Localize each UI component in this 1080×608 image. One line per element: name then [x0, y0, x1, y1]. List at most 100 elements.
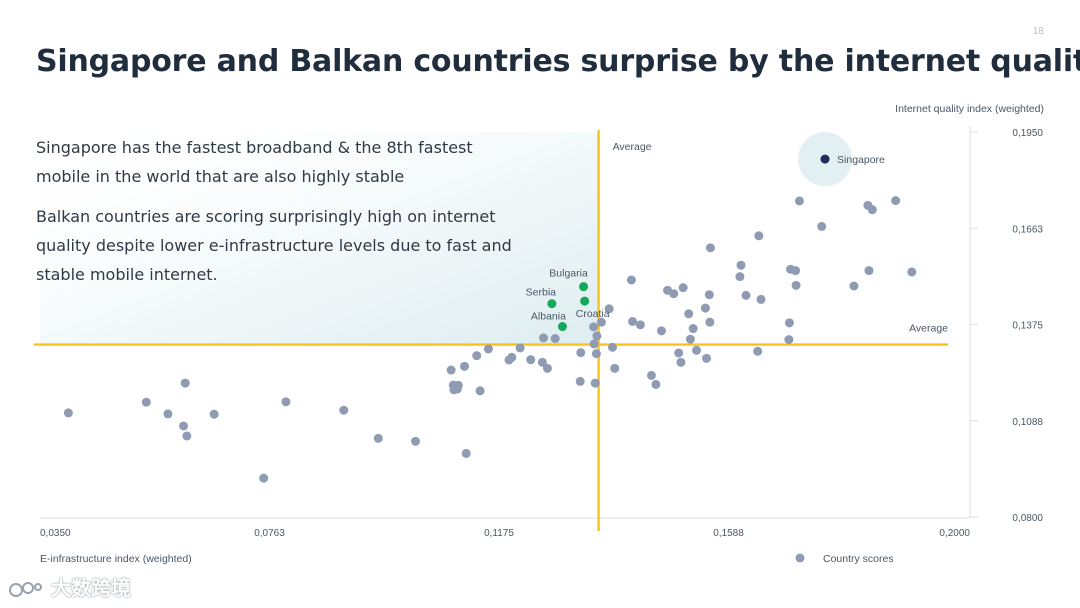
data-point — [685, 334, 695, 344]
y-tick-label: 0,1375 — [1012, 321, 1043, 332]
data-point — [281, 397, 291, 407]
data-point-singapore — [820, 154, 830, 164]
watermark-text: 大数跨境 — [50, 576, 131, 600]
point-label: Albania — [531, 311, 566, 323]
data-point — [651, 379, 661, 389]
data-point — [741, 290, 751, 300]
y-tick-label: 0,0800 — [1012, 513, 1043, 524]
data-point — [259, 473, 269, 483]
average-label-vertical: Average — [613, 141, 652, 153]
data-point — [849, 281, 859, 291]
data-point — [550, 334, 560, 344]
data-point — [669, 289, 679, 299]
data-point — [791, 280, 801, 290]
legend-label: Country scores — [823, 553, 894, 565]
data-point — [589, 322, 599, 332]
legend-marker — [795, 553, 805, 563]
data-points — [63, 132, 917, 483]
watermark-logo-icon — [9, 581, 42, 597]
data-point-balkan — [580, 296, 590, 306]
y-tick-label: 0,1950 — [1012, 128, 1043, 139]
data-point — [736, 260, 746, 270]
data-point-balkan — [547, 299, 557, 309]
data-point — [507, 352, 517, 362]
data-point — [794, 196, 804, 206]
y-axis-title: Internet quality index (weighted) — [895, 103, 1044, 115]
data-point — [684, 309, 694, 319]
data-point — [461, 448, 471, 458]
x-tick-label: 0,1175 — [484, 528, 514, 539]
data-point — [610, 363, 620, 373]
data-point — [692, 345, 702, 355]
data-point — [891, 196, 901, 206]
data-point — [791, 266, 801, 276]
data-point — [656, 326, 666, 336]
data-point — [526, 355, 536, 365]
data-point — [705, 243, 715, 253]
page-number: 18 — [1032, 26, 1044, 37]
data-point — [907, 267, 917, 277]
watermark: 大数跨境 — [8, 572, 131, 601]
data-point — [537, 357, 547, 367]
x-tick-label: 0,1588 — [713, 528, 744, 539]
data-point — [753, 346, 763, 356]
data-point — [411, 436, 421, 446]
data-point — [182, 431, 192, 441]
quadrant-highlight — [40, 132, 599, 345]
data-point — [483, 344, 493, 354]
data-point — [688, 324, 698, 334]
data-point — [867, 205, 877, 215]
data-point — [784, 318, 794, 328]
data-point — [63, 408, 73, 418]
annotation-balkan: Balkan countries are scoring surprisingl… — [36, 207, 512, 284]
data-point — [209, 409, 219, 419]
x-tick-label: 0,0763 — [254, 528, 285, 539]
data-point — [576, 348, 586, 358]
y-tick-label: 0,1088 — [1012, 417, 1043, 428]
data-point — [542, 363, 552, 373]
data-point — [596, 317, 606, 327]
x-axis-title: E-infrastructure index (weighted) — [40, 553, 192, 565]
y-tick-label: 0,1663 — [1012, 224, 1043, 235]
data-point — [702, 353, 712, 363]
data-point — [754, 231, 764, 241]
data-point — [646, 370, 656, 380]
labels: Singapore Bulgaria Croatia Serbia Albania — [526, 154, 885, 322]
average-lines: Average Average — [34, 130, 948, 531]
point-label: Singapore — [837, 154, 885, 166]
data-point — [735, 272, 745, 282]
axes: 0,0350 0,0763 0,1175 0,1588 0,2000 0,0800 0,10… — [40, 103, 1044, 565]
data-point — [676, 357, 686, 367]
data-point — [539, 333, 549, 343]
quadrant-shade — [40, 132, 599, 345]
data-point — [515, 343, 525, 353]
data-point — [704, 290, 714, 300]
point-label: Serbia — [526, 287, 557, 299]
data-point — [180, 378, 190, 388]
data-point — [626, 275, 636, 285]
x-tick-label: 0,0350 — [40, 528, 71, 539]
point-label: Croatia — [576, 308, 610, 320]
data-point — [604, 304, 614, 314]
data-point — [589, 339, 599, 349]
data-point — [179, 421, 189, 431]
data-point — [784, 335, 794, 345]
annotation-singapore: Singapore has the fastest broadband & th… — [36, 138, 473, 186]
data-point — [628, 316, 638, 326]
data-point — [472, 351, 482, 361]
data-point — [163, 409, 173, 419]
data-point-balkan — [579, 282, 589, 292]
data-point — [373, 433, 383, 443]
data-point — [705, 317, 715, 327]
point-label: Bulgaria — [549, 268, 588, 280]
data-point — [678, 283, 688, 293]
data-point — [141, 397, 151, 407]
average-label-horizontal: Average — [909, 323, 948, 335]
data-point — [575, 376, 585, 386]
data-point — [864, 266, 874, 276]
data-point — [592, 331, 602, 341]
data-point — [607, 342, 617, 352]
data-point — [635, 320, 645, 330]
data-point — [460, 361, 470, 371]
